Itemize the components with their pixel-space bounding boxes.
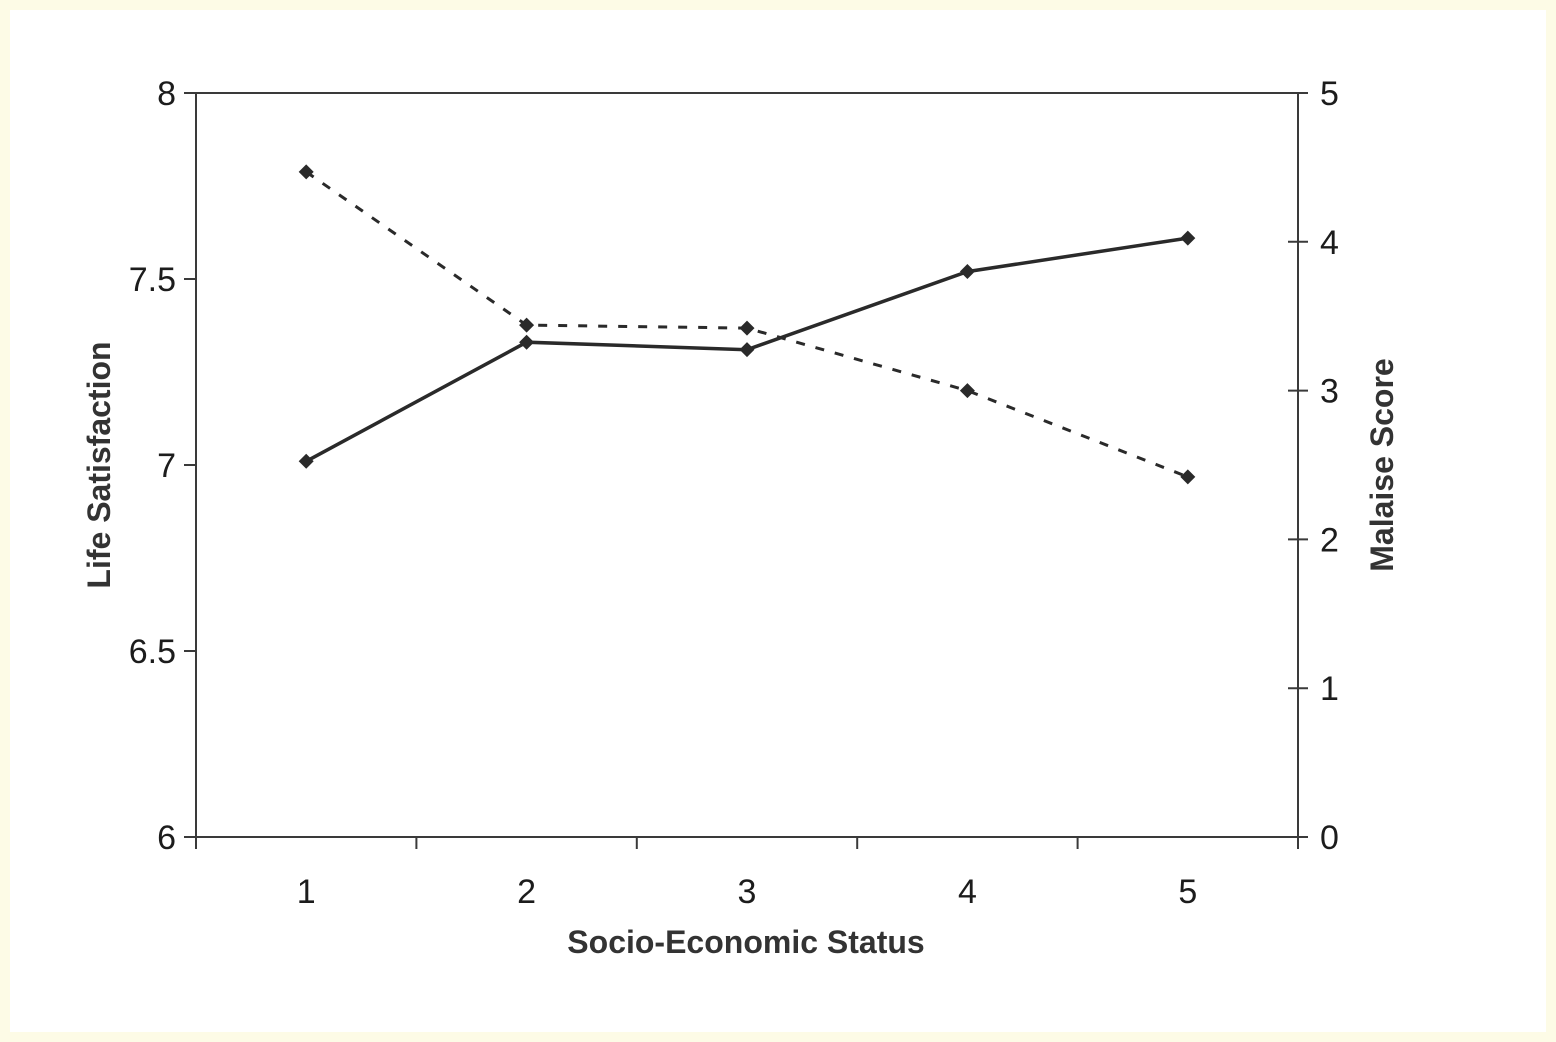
life-satisfaction-point <box>739 342 755 358</box>
malaise-score-point <box>1180 469 1196 485</box>
x-tick-label: 1 <box>297 873 316 911</box>
axes <box>195 92 1299 838</box>
left-y-tick-label: 7 <box>157 447 176 485</box>
tick-marks <box>184 92 1308 849</box>
right-y-tick-label: 4 <box>1320 224 1339 262</box>
x-axis-title: Socio-Economic Status <box>567 924 924 960</box>
right-y-tick-label: 0 <box>1320 819 1339 857</box>
tick-labels: 6 6.5 7 7.5 8 0 1 2 3 4 5 1 2 3 4 5 <box>129 75 1339 911</box>
malaise-score-point <box>298 164 314 180</box>
life-satisfaction-point <box>1180 230 1196 246</box>
life-satisfaction-point <box>959 264 975 280</box>
right-y-tick-label: 1 <box>1320 670 1339 708</box>
left-y-tick-label: 6.5 <box>129 633 176 671</box>
series-markers <box>298 164 1196 485</box>
malaise-score-point <box>739 320 755 336</box>
x-tick-label: 3 <box>738 873 757 911</box>
dual-axis-line-chart: 6 6.5 7 7.5 8 0 1 2 3 4 5 1 2 3 4 5 Socio-Economic Stat… <box>81 75 1400 960</box>
x-tick-label: 2 <box>517 873 536 911</box>
left-y-tick-label: 7.5 <box>129 261 176 299</box>
right-y-tick-label: 5 <box>1320 75 1339 113</box>
life-satisfaction-point <box>519 334 535 350</box>
right-y-tick-label: 2 <box>1320 521 1339 559</box>
right-axis-title: Malaise Score <box>1364 358 1400 571</box>
x-tick-label: 5 <box>1178 873 1197 911</box>
left-y-tick-label: 8 <box>157 75 176 113</box>
life-satisfaction-point <box>298 453 314 469</box>
left-axis-title: Life Satisfaction <box>81 341 117 588</box>
x-tick-label: 4 <box>958 873 977 911</box>
left-y-tick-label: 6 <box>157 819 176 857</box>
chart-frame: 6 6.5 7 7.5 8 0 1 2 3 4 5 1 2 3 4 5 Socio-Economic Stat… <box>10 10 1546 1032</box>
right-y-tick-label: 3 <box>1320 373 1339 411</box>
malaise-score-point <box>959 383 975 399</box>
malaise-score-point <box>519 317 535 333</box>
